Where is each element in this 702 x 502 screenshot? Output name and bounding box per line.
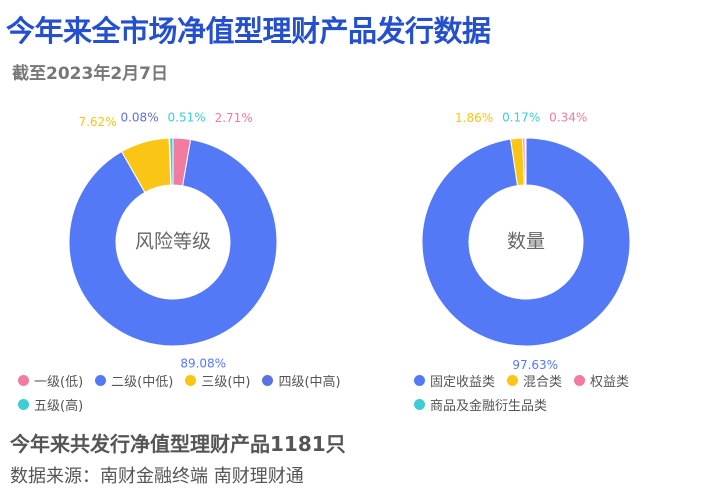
legend-marker bbox=[507, 374, 519, 386]
legend-item: 三级(中) bbox=[185, 372, 251, 390]
legend-label: 一级(低) bbox=[34, 374, 84, 390]
value-label: 97.63% bbox=[512, 358, 558, 372]
value-label: 89.08% bbox=[180, 357, 226, 371]
legend-marker bbox=[574, 374, 586, 386]
value-label: 0.08% bbox=[120, 111, 158, 125]
center-label: 数量 bbox=[507, 231, 545, 253]
legend-item: 固定收益类 bbox=[414, 372, 496, 390]
value-label: 1.86% bbox=[455, 111, 493, 125]
legend-item: 商品及金融衍生品类 bbox=[414, 396, 548, 414]
legend-item: 权益类 bbox=[574, 372, 630, 390]
legend-label: 商品及金融衍生品类 bbox=[430, 398, 548, 414]
legend-marker bbox=[18, 374, 29, 386]
center-label: 风险等级 bbox=[135, 231, 211, 253]
legend-label: 混合类 bbox=[523, 374, 563, 390]
legend: 固定收益类 混合类 权益类商品及金融衍生品类 bbox=[414, 372, 684, 414]
legend-item: 四级(中高) bbox=[262, 372, 341, 390]
legend: 一级(低) 二级(中低) 三级(中) 四级(中高) 五级(高) bbox=[18, 372, 348, 414]
value-label: 7.62% bbox=[78, 115, 116, 129]
legend-label: 五级(高) bbox=[34, 398, 84, 414]
legend-marker bbox=[262, 374, 274, 386]
summary: 今年来共发行净值型理财产品1181只 bbox=[10, 432, 346, 456]
legend-label: 权益类 bbox=[590, 374, 630, 390]
legend-label: 固定收益类 bbox=[430, 374, 496, 390]
subtitle: 截至2023年2月7日 bbox=[12, 64, 168, 84]
value-label: 0.34% bbox=[549, 111, 587, 125]
value-label: 0.17% bbox=[502, 111, 540, 125]
legend-label: 二级(中低) bbox=[111, 374, 174, 390]
legend-marker bbox=[414, 374, 425, 386]
legend-marker bbox=[414, 398, 425, 410]
slice bbox=[524, 137, 527, 186]
value-label: 0.51% bbox=[168, 111, 206, 125]
legend-label: 四级(中高) bbox=[278, 374, 341, 390]
legend-item: 五级(高) bbox=[18, 396, 84, 414]
title: 今年来全市场净值型理财产品发行数据 bbox=[6, 14, 491, 48]
value-label: 2.71% bbox=[215, 111, 253, 125]
slice bbox=[169, 137, 174, 186]
legend-item: 二级(中低) bbox=[95, 372, 174, 390]
legend-marker bbox=[18, 398, 29, 410]
source: 数据来源：南财金融终端 南财理财通 bbox=[10, 466, 304, 487]
legend-marker bbox=[95, 374, 107, 386]
legend-item: 混合类 bbox=[507, 372, 563, 390]
slice bbox=[68, 138, 278, 347]
slice bbox=[421, 137, 631, 347]
legend-item: 一级(低) bbox=[18, 372, 84, 390]
legend-marker bbox=[185, 374, 197, 386]
legend-label: 三级(中) bbox=[201, 374, 251, 390]
